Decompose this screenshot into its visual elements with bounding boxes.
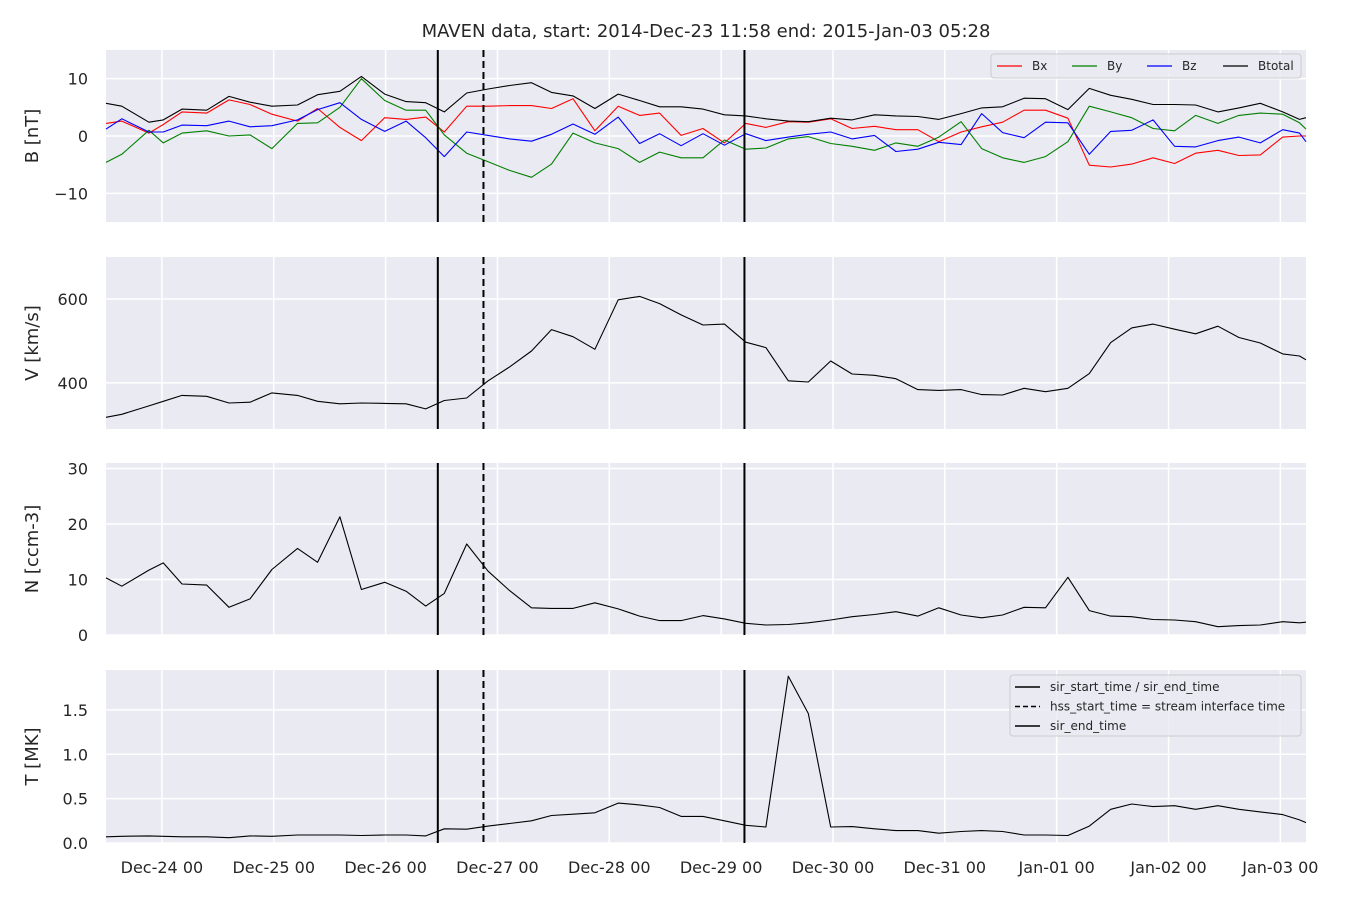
panel-4: 0.0 0.5 1.0 1.5 T [MK] sir_start_time / sir_e…	[22, 670, 1307, 853]
panels-group: −10 0 10 B [nT] Bx By Bz Btotal 400 600 V [km/s] 0 1…	[22, 50, 1318, 877]
y-tick-label: 10	[68, 70, 88, 89]
y-tick-label: 1.5	[63, 701, 88, 720]
y-tick-label: 10	[68, 571, 88, 590]
x-tick-label: Dec-25 00	[232, 858, 315, 877]
y-tick-label: 0	[78, 127, 88, 146]
y-tick-label: 0	[78, 626, 88, 645]
y-tick-label: 30	[68, 460, 88, 479]
legend-label: Btotal	[1258, 59, 1294, 73]
panel-3: 0 10 20 30 N [ccm-3]	[22, 460, 1307, 645]
legend: Bx By Bz Btotal	[990, 53, 1302, 79]
legend-label: sir_start_time / sir_end_time	[1050, 680, 1220, 694]
series-line-panel2	[105, 295, 1307, 418]
legend-label: sir_end_time	[1050, 719, 1126, 733]
series-line-bz	[105, 102, 1307, 158]
legend-label: Bx	[1032, 59, 1047, 73]
y-axis-label: N [ccm-3]	[22, 505, 43, 594]
legend-label: By	[1107, 59, 1122, 73]
legend-box	[1009, 674, 1302, 737]
y-tick-label: 600	[57, 290, 88, 309]
legend-label: Bz	[1182, 59, 1197, 73]
series-line-panel4	[105, 675, 1307, 839]
x-tick-label: Jan-01 00	[1018, 858, 1095, 877]
x-tick-label: Dec-31 00	[904, 858, 987, 877]
y-tick-label: 0.0	[63, 834, 88, 853]
legend: sir_start_time / sir_end_time hss_start_t…	[1009, 674, 1302, 737]
x-tick-label: Dec-28 00	[568, 858, 651, 877]
y-axis-label: B [nT]	[22, 109, 43, 164]
x-tick-label: Dec-30 00	[792, 858, 875, 877]
legend-label: hss_start_time = stream interface time	[1050, 700, 1285, 714]
plot-area	[106, 257, 1306, 429]
y-tick-label: 20	[68, 515, 88, 534]
panel-2: 400 600 V [km/s]	[22, 257, 1307, 429]
plot-area	[106, 463, 1306, 635]
y-axis-label: T [MK]	[22, 727, 43, 786]
x-tick-label: Dec-24 00	[121, 858, 204, 877]
y-tick-label: 1.0	[63, 745, 88, 764]
y-tick-label: −10	[54, 184, 88, 203]
y-tick-label: 400	[57, 374, 88, 393]
x-tick-label: Dec-26 00	[344, 858, 427, 877]
x-tick-label: Jan-02 00	[1129, 858, 1206, 877]
series-line-by	[105, 78, 1307, 178]
x-tick-label: Dec-27 00	[456, 858, 539, 877]
panel-1: −10 0 10 B [nT] Bx By Bz Btotal	[22, 50, 1307, 222]
series-line-btotal	[105, 75, 1307, 123]
chart-title: MAVEN data, start: 2014-Dec-23 11:58 end…	[422, 21, 991, 42]
series-line-panel3	[105, 516, 1307, 628]
y-tick-label: 0.5	[63, 790, 88, 809]
y-axis-label: V [km/s]	[22, 305, 43, 380]
x-tick-label: Jan-03 00	[1241, 858, 1318, 877]
legend-box	[990, 53, 1302, 79]
x-tick-label: Dec-29 00	[680, 858, 763, 877]
